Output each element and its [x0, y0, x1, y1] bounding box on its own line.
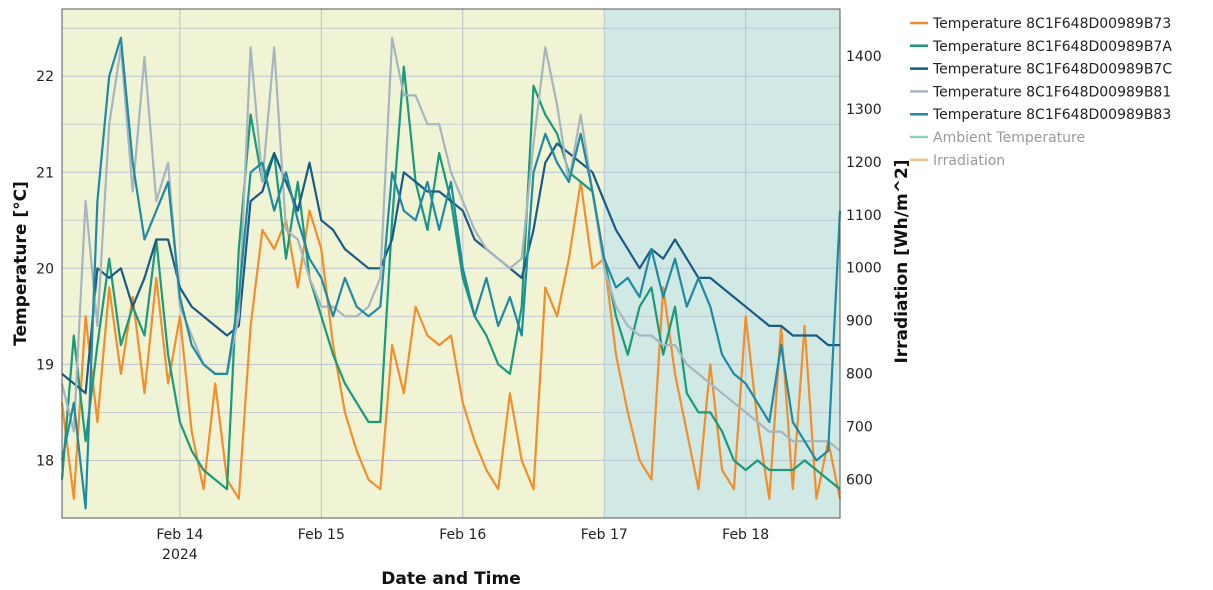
- y-tick-label: 18: [36, 453, 54, 469]
- y2-tick-label: 1000: [846, 261, 882, 277]
- legend-label: Temperature 8C1F648D00989B7A: [932, 39, 1172, 55]
- x-tick-label: Feb 18: [722, 527, 769, 543]
- y-tick-label: 19: [36, 357, 54, 373]
- y-tick-label: 21: [36, 165, 54, 181]
- series-line-3: [61, 142, 840, 395]
- legend-item-6[interactable]: Ambient Temperature: [910, 130, 1085, 146]
- y2-tick-label: 1300: [846, 102, 882, 118]
- legend-label: Temperature 8C1F648D00989B81: [932, 84, 1171, 100]
- y2-axis-title: Irradiation [Wh/m^2]: [892, 159, 912, 363]
- y2-tick-label: 600: [846, 472, 873, 488]
- y2-tick-label: 1400: [846, 49, 882, 65]
- legend-item-3[interactable]: Temperature 8C1F648D00989B7C: [910, 62, 1172, 78]
- series-line-4: [60, 36, 841, 452]
- legend-label: Temperature 8C1F648D00989B7C: [932, 62, 1172, 78]
- y-tick-label: 20: [36, 261, 54, 277]
- y-tick-label: 22: [36, 69, 54, 85]
- shaded-region-1: [62, 9, 605, 518]
- y2-tick-label: 1200: [846, 155, 882, 171]
- series-line-5: [60, 36, 842, 510]
- series-lines: [60, 36, 842, 510]
- legend-label: Temperature 8C1F648D00989B83: [932, 107, 1171, 123]
- series-line-1: [60, 180, 842, 500]
- legend-item-2[interactable]: Temperature 8C1F648D00989B7A: [910, 39, 1172, 55]
- legend-label: Irradiation: [933, 153, 1005, 169]
- x-tick-sublabel: 2024: [162, 547, 198, 563]
- x-tick-label: Feb 14: [156, 527, 203, 543]
- legend-item-7[interactable]: Irradiation: [910, 153, 1005, 169]
- shaded-regions: [62, 9, 840, 518]
- x-tick-label: Feb 16: [439, 527, 486, 543]
- plot-frame: [61, 8, 841, 519]
- x-axis-title: Date and Time: [381, 569, 521, 589]
- y2-tick-label: 1100: [846, 208, 882, 224]
- legend-item-1[interactable]: Temperature 8C1F648D00989B73: [910, 16, 1171, 32]
- legend-item-5[interactable]: Temperature 8C1F648D00989B83: [910, 107, 1171, 123]
- x-tick-label: Feb 15: [298, 527, 345, 543]
- y-axis-left: 18 19 20 21 22: [36, 69, 54, 469]
- legend-label: Temperature 8C1F648D00989B73: [932, 16, 1171, 32]
- legend[interactable]: Temperature 8C1F648D00989B73 Temperature …: [910, 16, 1172, 169]
- y2-tick-label: 700: [846, 419, 873, 435]
- x-tick-label: Feb 17: [581, 527, 628, 543]
- x-axis: Feb 14 2024 Feb 15 Feb 16 Feb 17 Feb 18: [156, 527, 769, 563]
- gridlines: [62, 9, 840, 518]
- y-axis-title: Temperature [°C]: [11, 181, 31, 346]
- y2-tick-label: 900: [846, 314, 873, 330]
- y2-tick-label: 800: [846, 367, 873, 383]
- y-axis-right: 600 700 800 900 1000 1100 1200 1300 1400: [846, 49, 882, 488]
- legend-item-4[interactable]: Temperature 8C1F648D00989B81: [910, 84, 1171, 100]
- legend-label: Ambient Temperature: [933, 130, 1085, 146]
